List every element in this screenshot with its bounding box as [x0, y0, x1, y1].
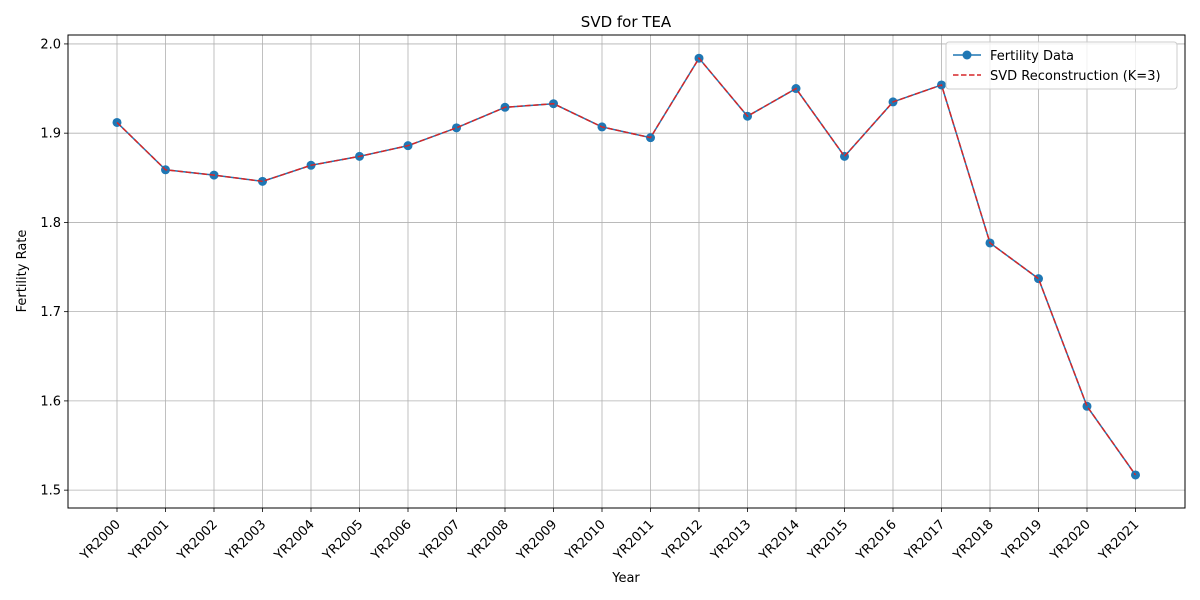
data-point-fertility-data: [1082, 401, 1092, 411]
series-layer: [112, 53, 1140, 480]
chart-title: SVD for TEA: [581, 13, 672, 31]
plot-frame: [67, 34, 1186, 509]
y-tick-label: 1.5: [40, 484, 61, 499]
series-line-svd-reconstruction: [116, 56, 1137, 476]
y-axis: 1.5 1.6 1.7 1.8 1.9 2.0: [40, 37, 68, 499]
y-tick-label: 1.6: [40, 394, 61, 409]
legend-label-fertility-data: Fertility Data: [990, 49, 1074, 64]
y-axis-label: Fertility Rate: [15, 230, 30, 313]
y-tick-label: 1.8: [40, 216, 61, 231]
legend-label-svd-reconstruction: SVD Reconstruction (K=3): [990, 69, 1161, 84]
y-tick-label: 1.9: [40, 127, 61, 142]
legend-box: [945, 41, 1178, 90]
legend-marker-fertility-data: [962, 50, 972, 60]
x-axis-label: Year: [611, 571, 640, 586]
y-tick-label: 1.7: [40, 305, 61, 320]
data-point-fertility-data: [452, 123, 461, 133]
legend: Fertility Data SVD Reconstruction (K=3): [945, 41, 1178, 90]
grid: [68, 35, 1185, 508]
y-tick-label: 2.0: [40, 37, 61, 52]
